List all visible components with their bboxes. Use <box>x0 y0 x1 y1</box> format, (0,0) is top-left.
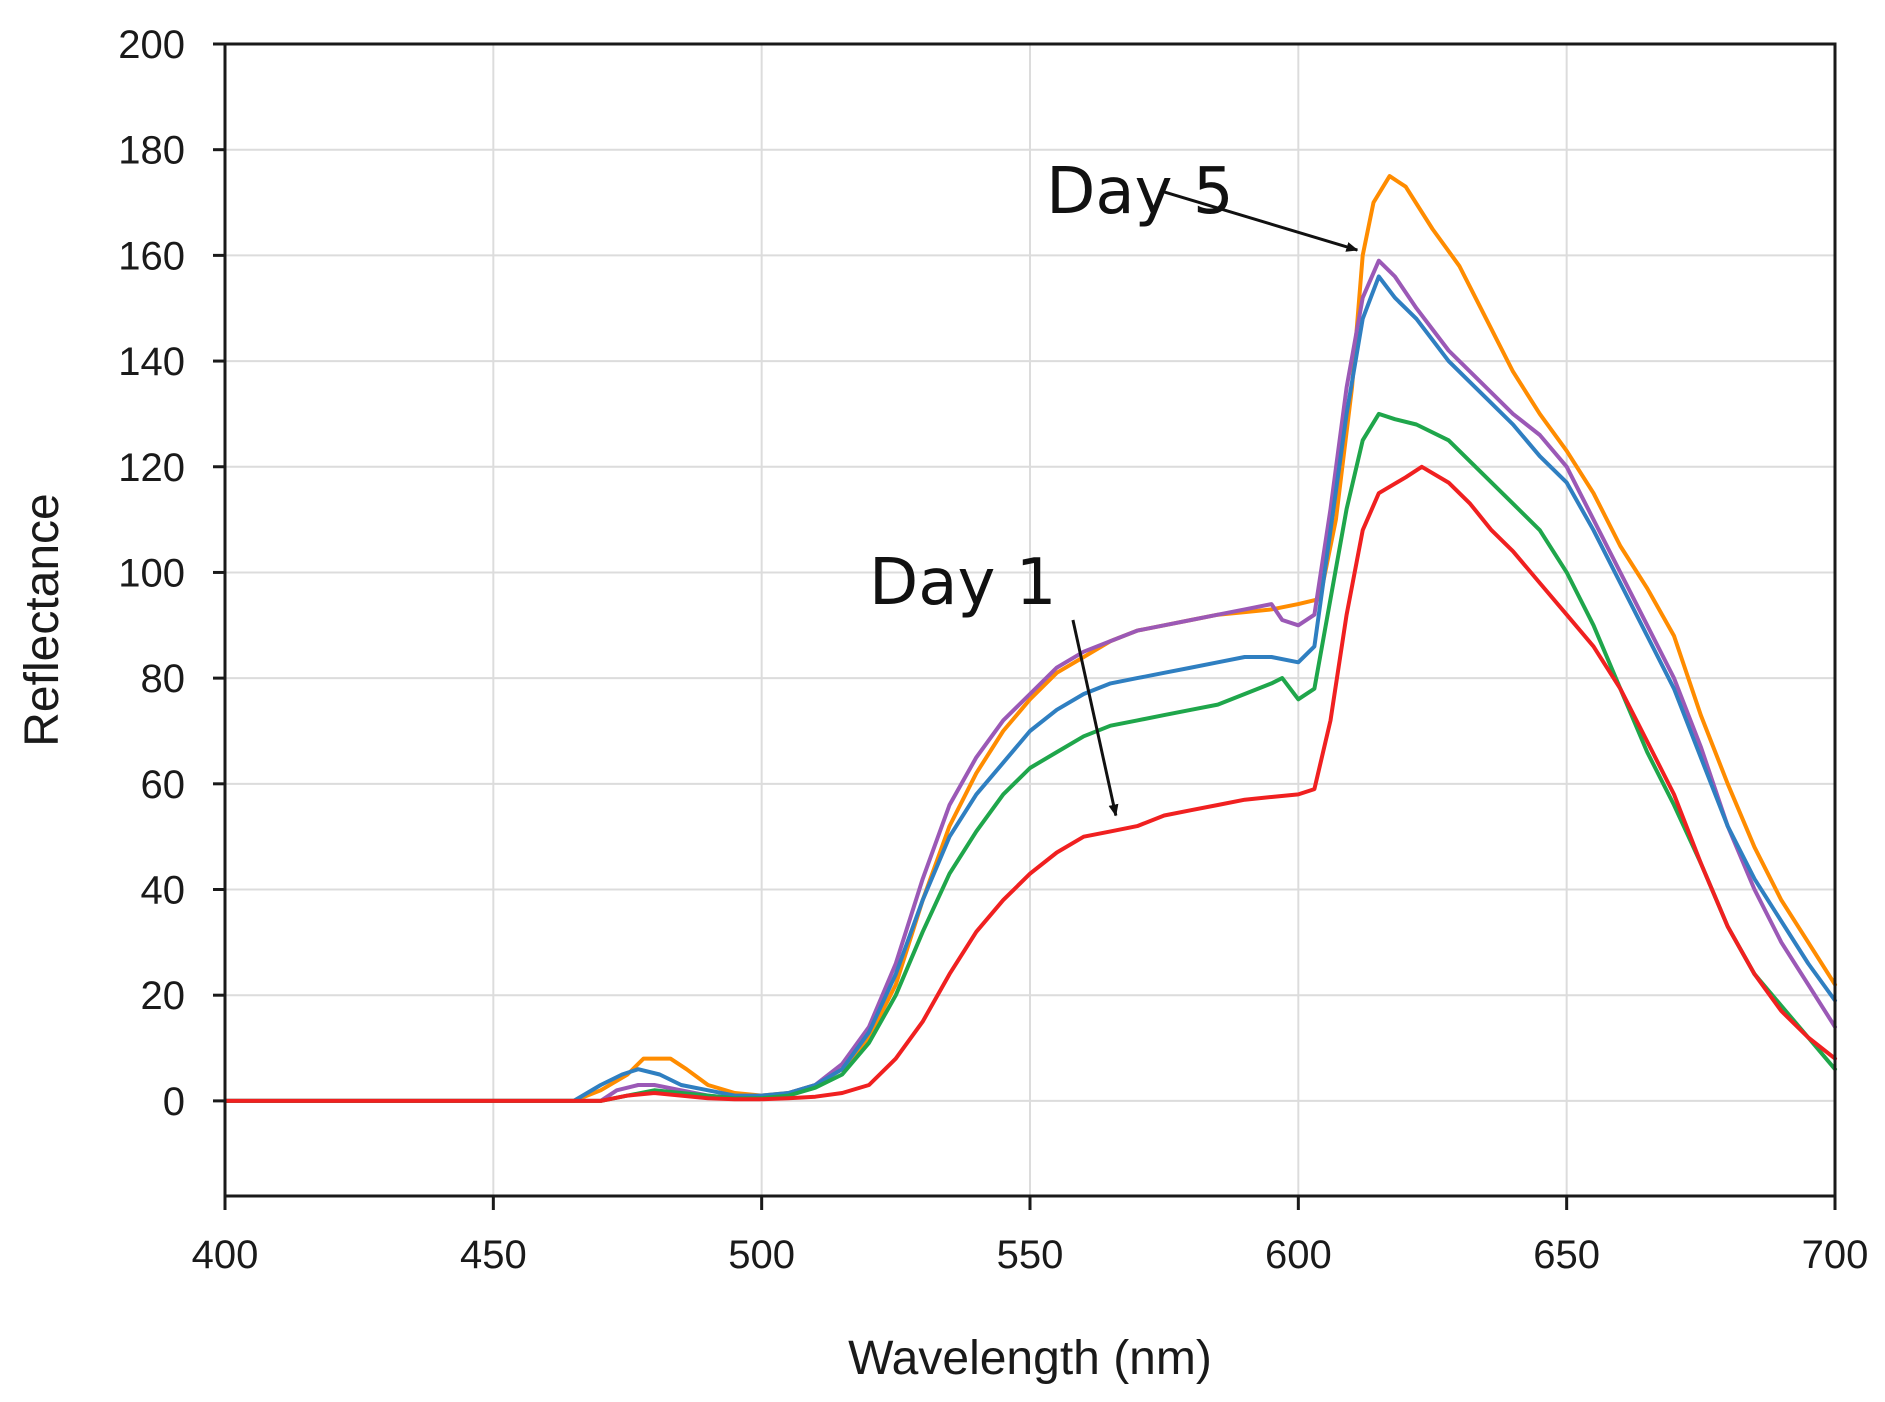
y-tick-label: 120 <box>118 446 185 490</box>
y-tick-label: 200 <box>118 23 185 67</box>
x-tick-label: 500 <box>728 1233 795 1277</box>
y-tick-label: 100 <box>118 551 185 595</box>
annotation-label-1: Day 5 <box>1046 155 1233 229</box>
series-line-red <box>223 464 1837 1103</box>
x-tick-label: 650 <box>1533 1233 1600 1277</box>
y-tick-label: 60 <box>141 763 186 807</box>
y-tick-label: 140 <box>118 340 185 384</box>
y-tick-label: 180 <box>118 129 185 173</box>
x-tick-label: 400 <box>192 1233 259 1277</box>
y-tick-label: 80 <box>141 657 186 701</box>
x-axis-title: Wavelength (nm) <box>848 1332 1212 1385</box>
annotation-arrow-1 <box>1163 190 1359 252</box>
tick-labels: 0 20 40 60 80 100 120 140 160 180 200 400 450 500 550 6… <box>118 23 1868 1277</box>
x-tick-label: 700 <box>1802 1233 1869 1277</box>
y-tick-label: 20 <box>141 974 186 1018</box>
series-line-blue <box>223 274 1837 1103</box>
series-lines <box>223 174 1837 1103</box>
x-tick-label: 450 <box>460 1233 527 1277</box>
series-line-green <box>223 411 1837 1103</box>
y-tick-label: 160 <box>118 234 185 278</box>
y-tick-label: 40 <box>141 869 186 913</box>
annotation-arrow-2 <box>1071 619 1119 817</box>
y-axis-title: Reflectance <box>16 493 69 746</box>
axes <box>213 42 1837 1210</box>
annotations: Day 5 Day 1 <box>869 155 1359 817</box>
x-tick-label: 550 <box>997 1233 1064 1277</box>
y-tick-label: 0 <box>163 1080 185 1124</box>
annotation-label-2: Day 1 <box>869 546 1056 620</box>
x-tick-label: 600 <box>1265 1233 1332 1277</box>
